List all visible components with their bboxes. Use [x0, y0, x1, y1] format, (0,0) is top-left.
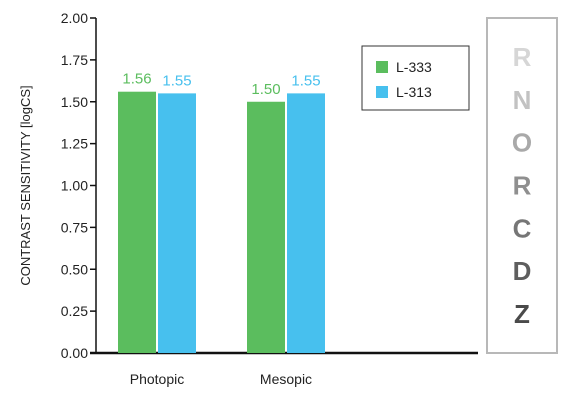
y-tick-label: 1.75	[61, 52, 88, 68]
chart-letter: D	[513, 256, 532, 286]
bar-l-333-photopic	[118, 91, 156, 353]
y-tick-label: 1.00	[61, 178, 88, 194]
legend-box	[361, 45, 470, 111]
legend: L-333 L-313	[361, 45, 470, 111]
data-label-l-313-mesopic: 1.55	[291, 72, 320, 89]
y-tick-label: 0.75	[61, 219, 88, 235]
y-tick-label: 1.50	[61, 94, 88, 110]
bar-l-313-mesopic	[287, 93, 325, 353]
legend-swatch-l-333	[376, 61, 388, 73]
legend-label-l-333: L-333	[396, 59, 432, 75]
chart-letter: N	[513, 85, 532, 115]
chart-letter: O	[512, 128, 532, 158]
bar-l-333-mesopic	[247, 101, 285, 353]
axes-layer: 0.00 0.25 0.50 0.75 1.00 1.25 1.50 1.75 2.00 CONT…	[18, 10, 478, 387]
chart-letter: R	[513, 42, 532, 72]
y-tick-label: 2.00	[61, 10, 88, 26]
data-label-l-333-photopic: 1.56	[122, 71, 151, 88]
y-tick-label: 0.25	[61, 303, 88, 319]
y-tick-label: 0.00	[61, 345, 88, 361]
chart-letter: C	[513, 213, 532, 243]
bars-layer	[118, 91, 325, 353]
chart-letter: R	[513, 171, 532, 201]
data-labels-layer: 1.56 1.55 1.50 1.55	[122, 71, 320, 98]
y-tick-label: 0.50	[61, 261, 88, 277]
y-tick-label: 1.25	[61, 136, 88, 152]
legend-swatch-l-313	[376, 86, 388, 98]
y-axis-label: CONTRAST SENSITIVITY [logCS]	[18, 85, 33, 285]
data-label-l-333-mesopic: 1.50	[251, 81, 280, 98]
bar-l-313-photopic	[158, 93, 196, 353]
letter-chart-border	[486, 17, 558, 354]
x-category-label-mesopic: Mesopic	[260, 371, 312, 387]
x-category-label-photopic: Photopic	[130, 371, 184, 387]
legend-label-l-313: L-313	[396, 84, 432, 100]
chart-letter: Z	[514, 299, 530, 329]
data-label-l-313-photopic: 1.55	[162, 72, 191, 89]
